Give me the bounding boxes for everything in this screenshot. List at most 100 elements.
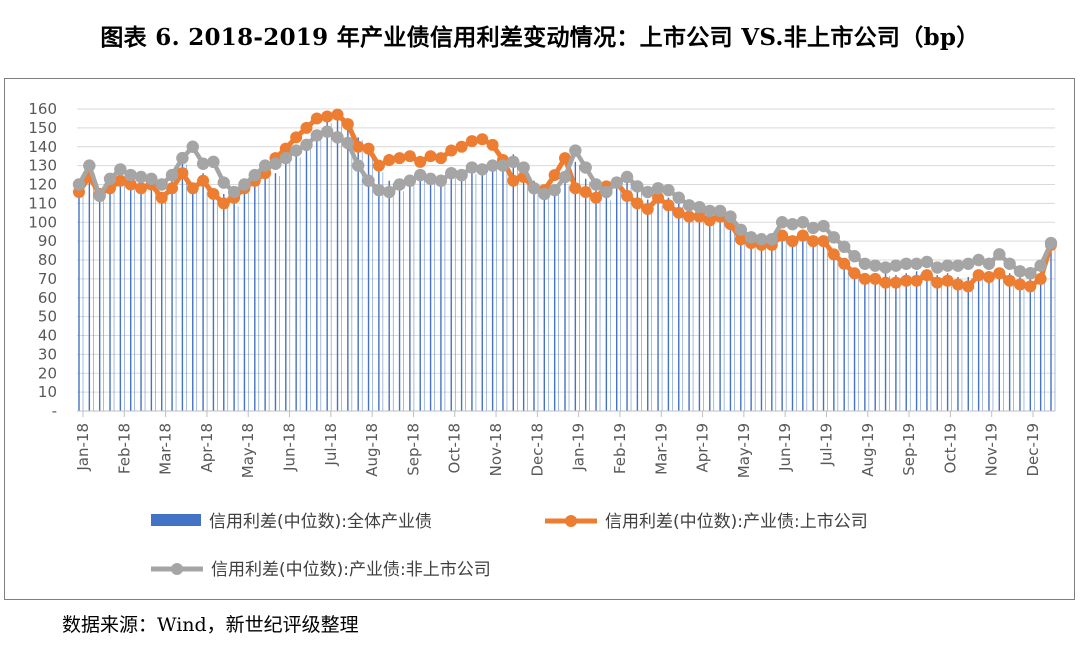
x-tick-label: May-18 [239, 423, 257, 478]
series-point [703, 214, 716, 227]
series-point [631, 180, 644, 193]
bar [367, 146, 370, 411]
bar [419, 173, 421, 411]
series-point [124, 168, 137, 182]
series-point [693, 200, 706, 214]
bar [336, 116, 339, 412]
series-point [1024, 267, 1037, 280]
series-point [1003, 257, 1016, 270]
series-point [600, 185, 613, 199]
legend-item-all[interactable]: 信用利差(中位数):全体产业债 [151, 507, 432, 532]
x-tick-label: Feb-19 [611, 423, 629, 474]
series-point [941, 259, 954, 272]
series-point [217, 197, 230, 210]
series-point [320, 125, 334, 138]
series-point [352, 140, 365, 153]
bar [553, 192, 556, 411]
series-point [858, 272, 871, 285]
bar [1008, 273, 1011, 411]
series-point [734, 223, 747, 236]
legend-item-listed[interactable]: 信用利差(中位数):产业债:上市公司 [545, 507, 868, 532]
series-point [331, 108, 344, 121]
bar [522, 165, 525, 411]
series-point [672, 206, 685, 219]
series-point [124, 178, 137, 191]
bar [967, 276, 969, 411]
series-point [579, 186, 592, 199]
series-point [372, 183, 386, 197]
bar [233, 203, 235, 411]
x-tick-label: Jul-18 [322, 423, 340, 467]
bar [502, 158, 504, 411]
bar [264, 175, 266, 411]
x-tick-label: Aug-18 [363, 423, 381, 477]
legend-key-listed [545, 513, 597, 527]
series-point [786, 235, 799, 248]
bar [347, 127, 349, 411]
x-tick-label: Nov-18 [487, 423, 505, 476]
series-point [445, 144, 458, 157]
series-point [93, 189, 106, 203]
series-point [951, 278, 964, 291]
bar [481, 165, 483, 411]
bar [946, 273, 949, 411]
series-point [486, 138, 499, 151]
series-point [817, 235, 830, 248]
series-point [279, 142, 292, 155]
bar [564, 182, 566, 411]
series-point [527, 182, 541, 195]
series-point [341, 136, 355, 150]
series-point [848, 267, 861, 280]
series-point [196, 157, 210, 170]
bar [130, 186, 132, 411]
series-point [900, 257, 913, 270]
series-point [889, 276, 902, 289]
bar [398, 188, 401, 411]
chart-frame: -10 20 30 40 50 60 70 80 90 100 110 120 130 140 150 160… [4, 78, 1075, 600]
bar [533, 180, 535, 411]
series-point [807, 235, 820, 248]
series-point [993, 248, 1006, 261]
bar [915, 271, 918, 411]
x-tick-label: Mar-19 [652, 423, 670, 475]
series-point [962, 257, 975, 270]
series-point [569, 182, 582, 195]
series-point [683, 210, 696, 223]
series-point [155, 191, 168, 204]
bar [605, 197, 608, 411]
series-point [393, 178, 406, 191]
bar [884, 273, 887, 411]
x-tick-label: May-19 [735, 423, 753, 478]
series-point [1034, 272, 1047, 285]
bar [864, 275, 866, 411]
bar [709, 222, 711, 411]
bar [988, 275, 990, 411]
y-tick-label: - [52, 402, 57, 420]
series-point [755, 233, 768, 246]
bar [771, 244, 773, 411]
series-point [796, 229, 809, 242]
series-point [114, 174, 127, 187]
series-point [135, 182, 148, 195]
bar [688, 212, 690, 411]
bar [729, 220, 732, 411]
series-point [869, 272, 882, 285]
series-point [889, 259, 903, 272]
series-point [465, 161, 479, 174]
series-point [197, 174, 210, 187]
series-point [848, 250, 861, 263]
bar [667, 197, 670, 411]
bar [957, 276, 959, 411]
series-point [176, 151, 189, 165]
x-tick-label: Oct-18 [446, 423, 464, 473]
legend-item-unlisted[interactable]: 信用利差(中位数):产业债:非上市公司 [151, 555, 491, 580]
series-point [393, 152, 406, 165]
y-tick-label: 150 [28, 119, 57, 137]
series-point [590, 191, 603, 204]
series-point [331, 131, 344, 144]
series-point [703, 204, 716, 218]
series-point [951, 259, 965, 272]
series-point [155, 178, 168, 191]
x-tick-label: Apr-19 [694, 423, 712, 473]
series-point [620, 170, 634, 184]
